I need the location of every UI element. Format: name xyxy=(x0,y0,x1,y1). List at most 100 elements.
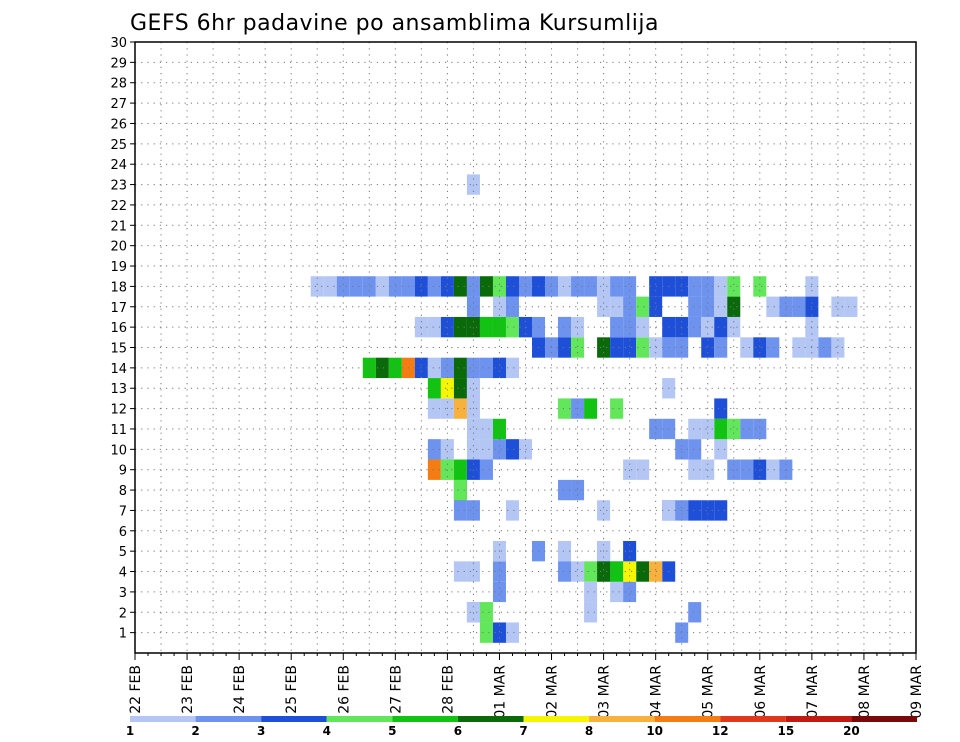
heatmap-cell xyxy=(610,337,624,358)
legend-swatch xyxy=(326,716,393,722)
heatmap-cell xyxy=(623,276,637,297)
heatmap-cell xyxy=(440,459,454,480)
heatmap-cell xyxy=(479,459,493,480)
heatmap-cell xyxy=(558,479,572,501)
legend-label: 2 xyxy=(191,724,199,738)
heatmap-cell xyxy=(701,296,715,317)
heatmap-cell xyxy=(558,398,572,419)
y-tick-label: 23 xyxy=(110,179,127,194)
heatmap-cell xyxy=(688,459,702,480)
y-tick-label: 14 xyxy=(110,362,127,377)
y-tick-label: 22 xyxy=(110,199,127,214)
heatmap-cell xyxy=(623,316,637,338)
legend-label: 3 xyxy=(257,724,265,738)
chart-title: GEFS 6hr padavine po ansamblima Kursumli… xyxy=(130,11,659,36)
x-tick-label: 23 FEB xyxy=(180,665,196,714)
heatmap-cell xyxy=(466,602,480,623)
heatmap-cell xyxy=(649,276,663,297)
heatmap-cell xyxy=(440,357,454,379)
heatmap-cell xyxy=(714,398,728,419)
grid-layer xyxy=(134,41,917,653)
heatmap-cell xyxy=(844,296,858,317)
heatmap-cell xyxy=(818,337,832,358)
heatmap-cell xyxy=(779,459,793,480)
heatmap-cell xyxy=(584,581,598,603)
heatmap-cell xyxy=(427,398,441,419)
heatmap-cell xyxy=(714,316,728,338)
x-tick-label: 08 MAR xyxy=(857,665,873,719)
heatmap-cell xyxy=(453,398,467,419)
legend-swatch xyxy=(261,716,327,722)
legend-swatch xyxy=(523,716,590,722)
y-tick-label: 28 xyxy=(110,77,127,92)
y-tick-label: 13 xyxy=(110,382,127,397)
heatmap-cell xyxy=(571,479,585,501)
y-tick-label: 15 xyxy=(110,342,127,357)
heatmap-cell xyxy=(779,296,793,317)
y-tick-label: 9 xyxy=(119,464,127,479)
heatmap-cell xyxy=(714,337,728,358)
heatmap-cell xyxy=(492,622,506,643)
x-tick-label: 02 MAR xyxy=(545,665,561,719)
heatmap-cell xyxy=(505,316,519,338)
heatmap-cell xyxy=(492,296,506,317)
heatmap-cell xyxy=(571,337,585,358)
x-tick-label: 26 FEB xyxy=(336,665,352,714)
heatmap-cell xyxy=(466,500,480,521)
heatmap-cell xyxy=(597,276,611,297)
heatmap-cell xyxy=(492,439,506,460)
heatmap-cell xyxy=(571,561,585,582)
x-tick-label: 03 MAR xyxy=(597,665,613,719)
heatmap-cell xyxy=(766,296,780,317)
heatmap-cell xyxy=(453,378,467,399)
y-tick-label: 8 xyxy=(119,484,127,499)
heatmap-cell xyxy=(701,418,715,440)
heatmap-cell xyxy=(427,439,441,460)
heatmap-cell xyxy=(701,500,715,521)
y-tick-label: 25 xyxy=(110,138,127,153)
heatmap-cell xyxy=(466,357,480,379)
y-tick-label: 20 xyxy=(110,240,127,255)
heatmap-cell xyxy=(727,296,741,317)
x-tick-label: 01 MAR xyxy=(492,665,508,719)
y-tick-label: 2 xyxy=(119,606,127,621)
heatmap-cell xyxy=(610,581,624,603)
heatmap-cell xyxy=(727,276,741,297)
legend-swatch xyxy=(785,716,852,722)
heatmap-cell xyxy=(427,276,441,297)
heatmap-cell xyxy=(466,174,480,195)
x-tick-label: 24 FEB xyxy=(232,665,248,714)
heatmap-cell xyxy=(479,602,493,623)
legend-swatch xyxy=(457,716,524,722)
heatmap-cell xyxy=(571,276,585,297)
heatmap-cell xyxy=(505,622,519,643)
heatmap-cell xyxy=(649,561,663,582)
heatmap-cell xyxy=(310,276,324,297)
heatmap-cell xyxy=(518,276,533,297)
heatmap-cell xyxy=(453,357,467,379)
heatmap-cell xyxy=(362,276,376,297)
heatmap-cell xyxy=(518,439,533,460)
legend-swatch xyxy=(392,716,458,722)
x-tick-label: 07 MAR xyxy=(805,665,821,719)
heatmap-cell xyxy=(427,459,441,480)
heatmap-cell xyxy=(766,459,780,480)
heatmap-cell xyxy=(623,337,637,358)
y-tick-label: 7 xyxy=(119,504,127,519)
heatmap-cell xyxy=(388,357,402,379)
y-tick-label: 30 xyxy=(110,36,127,51)
heatmap-cell xyxy=(623,459,637,480)
heatmap-cell xyxy=(584,602,598,623)
heatmap-cell xyxy=(727,418,741,440)
heatmap-cell xyxy=(610,398,624,419)
heatmap-cell xyxy=(375,276,389,297)
heatmap-cell xyxy=(701,459,715,480)
heatmap-cell xyxy=(558,316,572,338)
heatmap-cell xyxy=(584,561,598,582)
heatmap-cell xyxy=(558,337,572,358)
x-tick-label: 28 FEB xyxy=(440,665,456,714)
heatmap-cell xyxy=(714,418,728,440)
heatmap-cell xyxy=(649,337,663,358)
heatmap-cell xyxy=(440,276,454,297)
heatmap-cell xyxy=(584,276,598,297)
